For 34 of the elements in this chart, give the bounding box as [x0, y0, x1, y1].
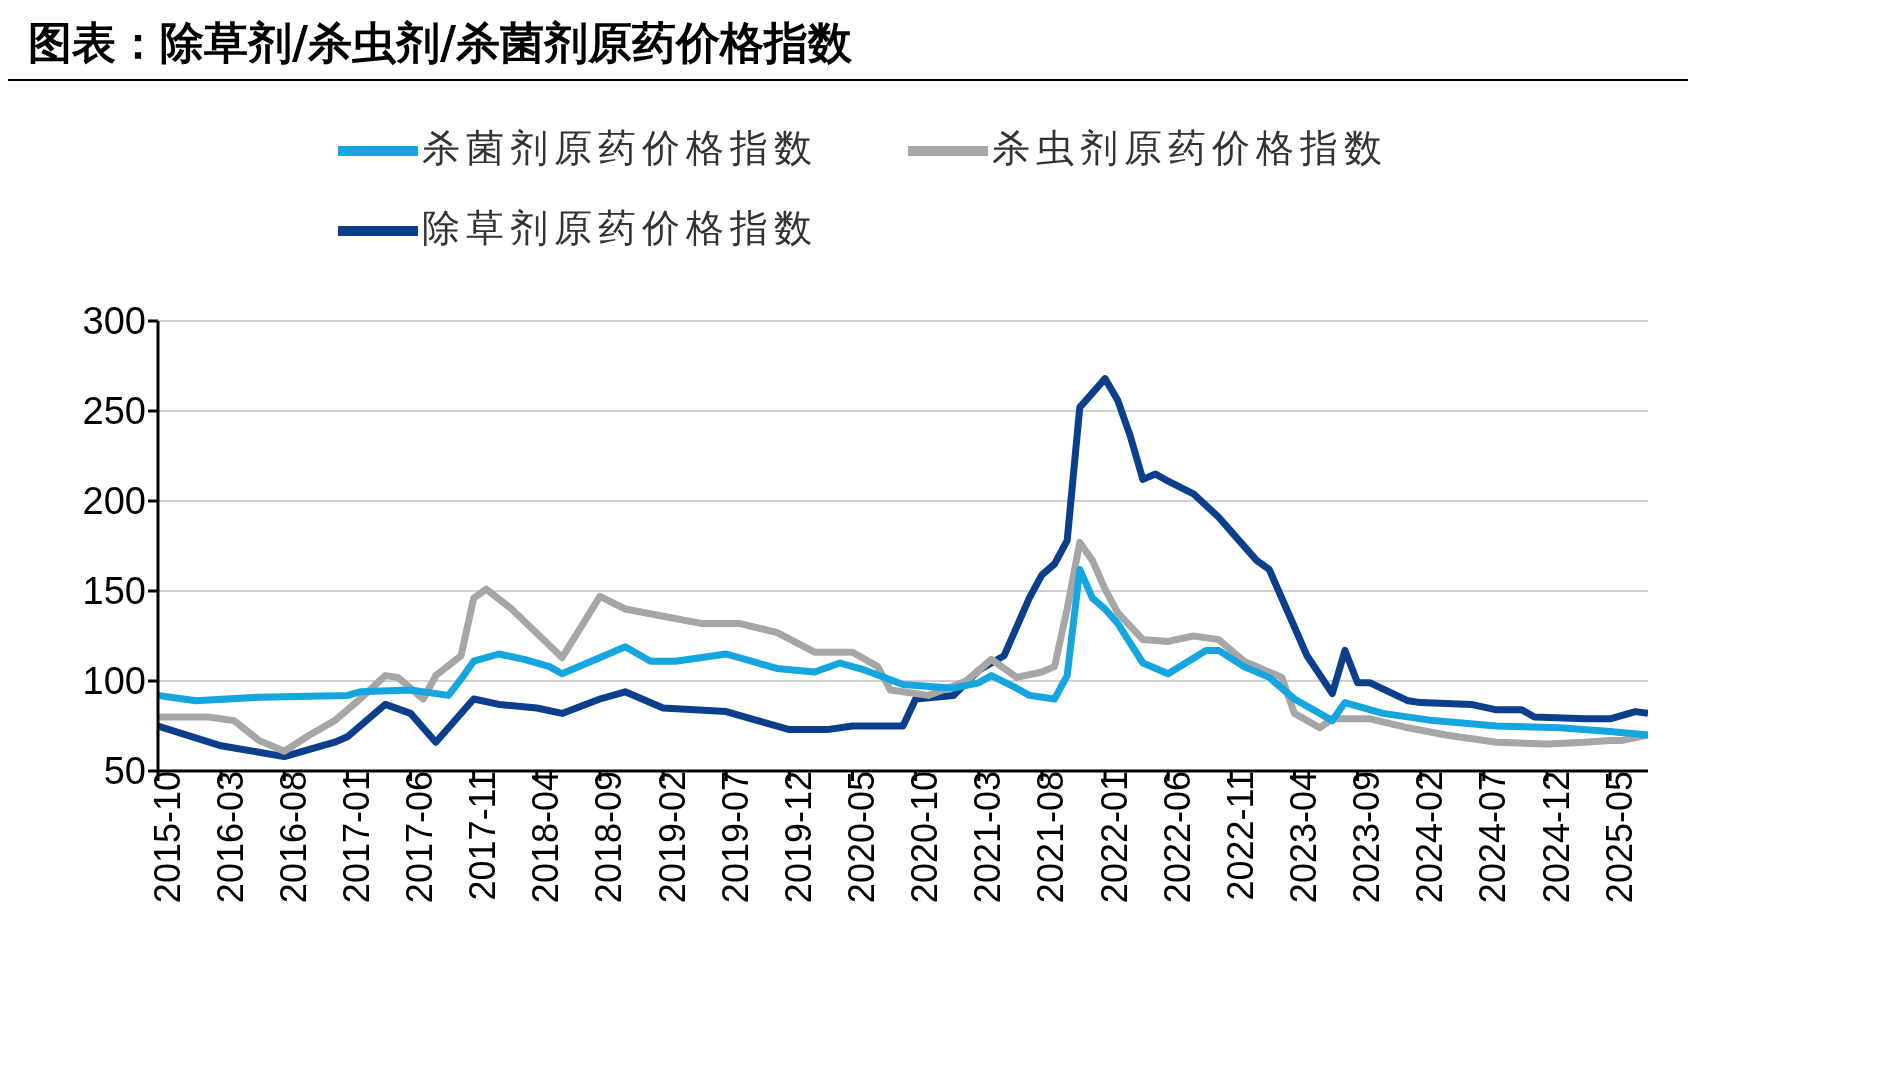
y-tick-label: 50	[103, 750, 146, 793]
x-tick-label: 2022-06	[1156, 771, 1198, 904]
x-tick-label: 2022-11	[1219, 771, 1261, 901]
x-tick-label: 2016-08	[272, 771, 314, 904]
y-tick-label: 200	[82, 480, 146, 523]
y-tick-label: 250	[82, 390, 146, 433]
x-tick-label: 2024-07	[1472, 771, 1514, 904]
x-tick-label: 2016-03	[209, 771, 251, 904]
x-tick-label: 2024-12	[1535, 771, 1577, 904]
x-tick-label: 2017-06	[399, 771, 441, 904]
chart-title: 图表：除草剂/杀虫剂/杀菌剂原药价格指数	[8, 8, 1688, 81]
y-tick-label: 300	[82, 300, 146, 343]
x-tick-label: 2018-09	[588, 771, 630, 904]
x-tick-label: 2022-01	[1093, 771, 1135, 904]
y-tick-label: 150	[82, 570, 146, 613]
legend-label: 除草剂原药价格指数	[422, 205, 818, 250]
x-tick-label: 2021-08	[1030, 771, 1072, 904]
x-tick-label: 2017-11	[462, 771, 504, 901]
x-tick-label: 2020-05	[841, 771, 883, 904]
x-tick-label: 2015-10	[146, 771, 188, 904]
legend-label: 杀菌剂原药价格指数	[422, 125, 818, 170]
x-tick-label: 2018-04	[525, 771, 567, 904]
x-tick-label: 2020-10	[904, 771, 946, 904]
x-tick-label: 2025-05	[1598, 771, 1640, 904]
x-tick-label: 2017-01	[335, 771, 377, 904]
legend-label: 杀虫剂原药价格指数	[992, 125, 1388, 170]
x-tick-label: 2023-04	[1283, 771, 1324, 904]
x-tick-label: 2019-02	[651, 771, 693, 904]
y-tick-label: 100	[82, 660, 146, 703]
x-tick-label: 2024-02	[1409, 771, 1451, 904]
x-tick-label: 2021-03	[967, 771, 1009, 904]
x-tick-label: 2019-12	[777, 771, 819, 904]
x-tick-label: 2019-07	[714, 771, 756, 904]
x-tick-label: 2023-09	[1346, 771, 1388, 904]
